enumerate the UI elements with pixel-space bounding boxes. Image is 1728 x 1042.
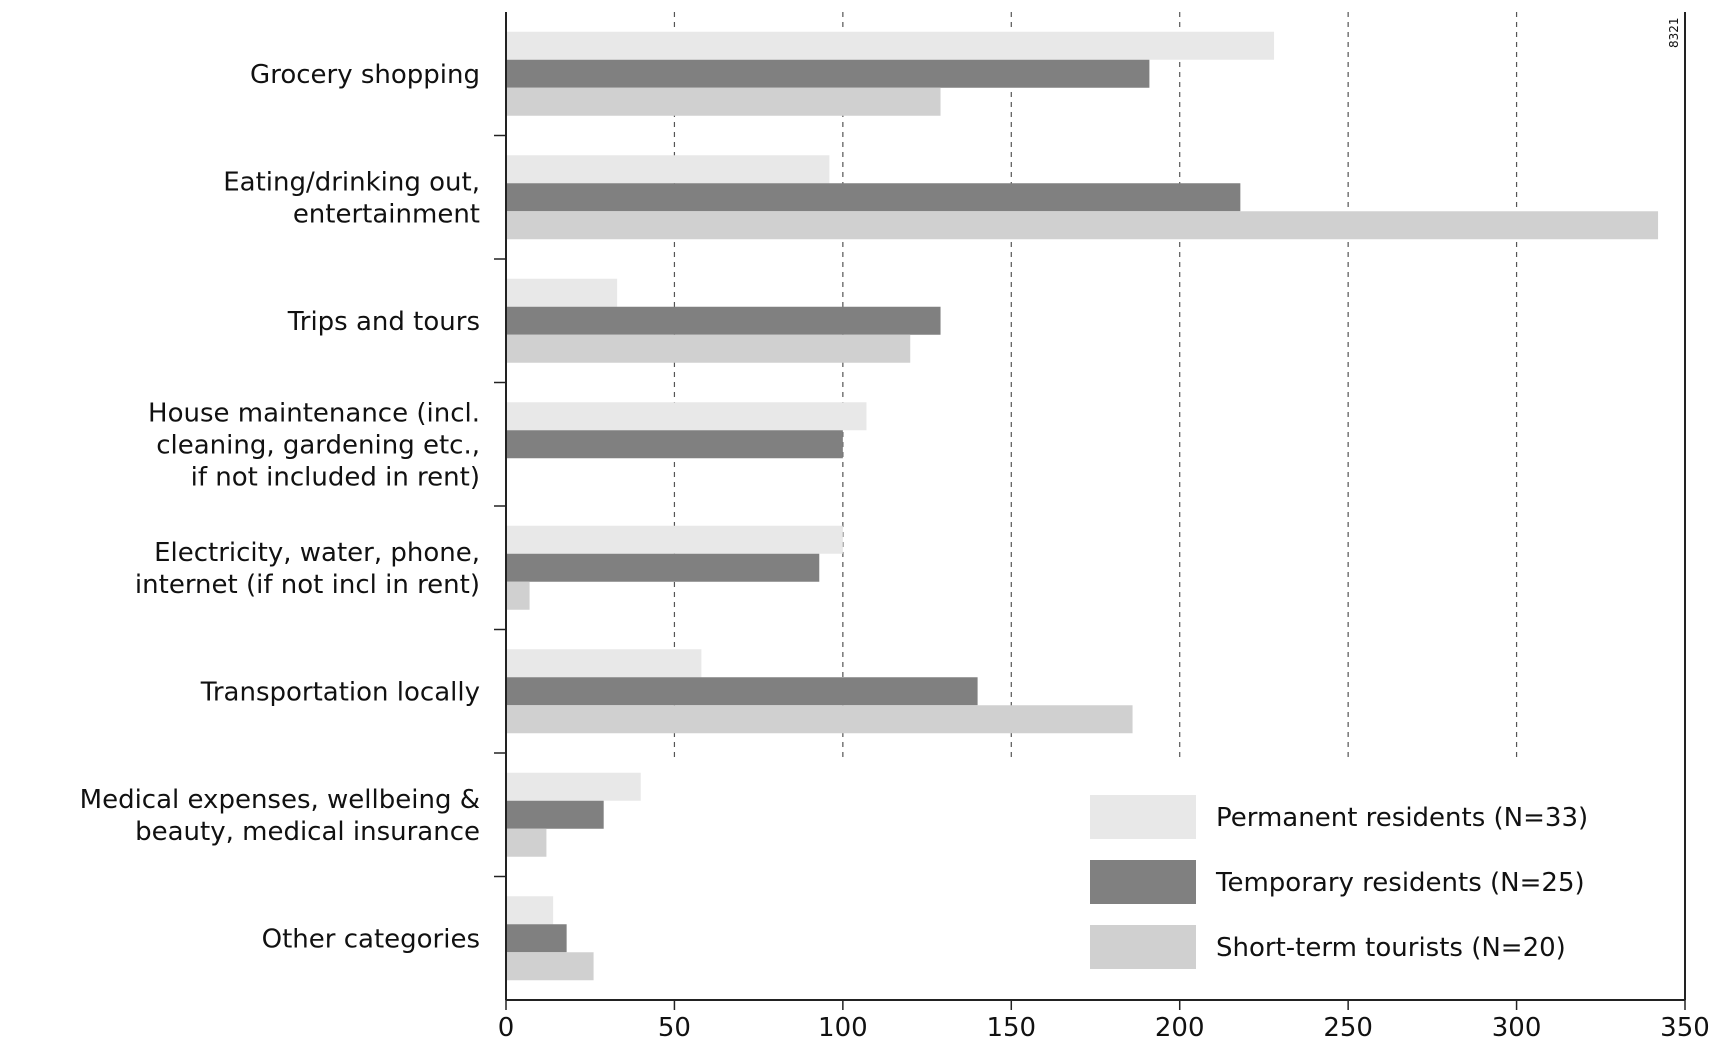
bar (506, 581, 530, 610)
bar (506, 155, 830, 184)
category-label: Electricity, water, phone, internet (if n… (135, 538, 480, 600)
bar (506, 924, 567, 953)
bar (506, 211, 1659, 240)
bar (506, 87, 941, 116)
bar (506, 306, 941, 335)
category-label: Eating/drinking out, entertainment (223, 167, 480, 229)
x-tick-label: 0 (498, 1013, 515, 1042)
bar (506, 677, 978, 706)
category-label-line: Grocery shopping (250, 60, 480, 90)
x-tick-label: 350 (1660, 1013, 1710, 1042)
legend-label: Temporary residents (N=25) (1215, 868, 1585, 898)
x-tick-label: 150 (986, 1013, 1036, 1042)
legend-swatch (1090, 925, 1196, 969)
category-label: Other categories (262, 924, 480, 954)
bar (506, 402, 867, 431)
category-label-line: House maintenance (incl. (148, 398, 480, 428)
category-label-line: beauty, medical insurance (135, 817, 480, 847)
bar (506, 278, 618, 307)
category-label-line: Other categories (262, 924, 480, 954)
figure-code: 8321 (1667, 17, 1681, 48)
bar (506, 800, 604, 829)
bar (506, 525, 843, 554)
category-label-line: entertainment (293, 199, 480, 229)
axis-layer (494, 12, 1686, 1001)
legend: Permanent residents (N=33) Temporary resi… (1090, 795, 1588, 969)
category-label-line: Eating/drinking out, (223, 167, 480, 197)
bar (506, 59, 1150, 88)
bar (506, 649, 702, 678)
x-tick-label: 250 (1323, 1013, 1373, 1042)
bar (506, 772, 641, 801)
bar (506, 705, 1133, 734)
x-tick-label: 200 (1155, 1013, 1205, 1042)
legend-label: Permanent residents (N=33) (1216, 803, 1588, 833)
category-label: Grocery shopping (250, 60, 480, 90)
bar (506, 31, 1275, 60)
bar (506, 952, 594, 981)
category-label: House maintenance (incl. cleaning, garden… (148, 398, 480, 492)
category-label-line: internet (if not incl in rent) (135, 570, 480, 600)
x-tick-label: 300 (1492, 1013, 1542, 1042)
x-tick-label: 50 (658, 1013, 691, 1042)
legend-swatch (1090, 795, 1196, 839)
bar (506, 828, 547, 857)
bar (506, 430, 843, 459)
category-labels: Grocery shopping Eating/drinking out, ente… (80, 60, 480, 955)
category-label-line: if not included in rent) (191, 462, 480, 492)
category-label: Medical expenses, wellbeing & beauty, med… (80, 785, 480, 847)
bars-layer (506, 31, 1659, 981)
legend-swatch (1090, 860, 1196, 904)
bar (506, 553, 820, 582)
category-label-line: Electricity, water, phone, (154, 538, 480, 568)
category-label-line: Medical expenses, wellbeing & (80, 785, 480, 815)
category-label: Transportation locally (200, 677, 480, 707)
category-label-line: cleaning, gardening etc., (156, 430, 480, 460)
category-label-line: Trips and tours (287, 307, 480, 337)
bar (506, 183, 1241, 212)
bar (506, 896, 554, 925)
category-label-line: Transportation locally (200, 677, 480, 707)
legend-label: Short-term tourists (N=20) (1216, 933, 1566, 963)
category-label: Trips and tours (287, 307, 480, 337)
bar (506, 334, 911, 363)
grid-layer (673, 12, 1518, 760)
x-tick-label: 100 (818, 1013, 868, 1042)
x-axis-ticks: 0 50 100 150 200 250 300 350 (498, 1000, 1710, 1042)
